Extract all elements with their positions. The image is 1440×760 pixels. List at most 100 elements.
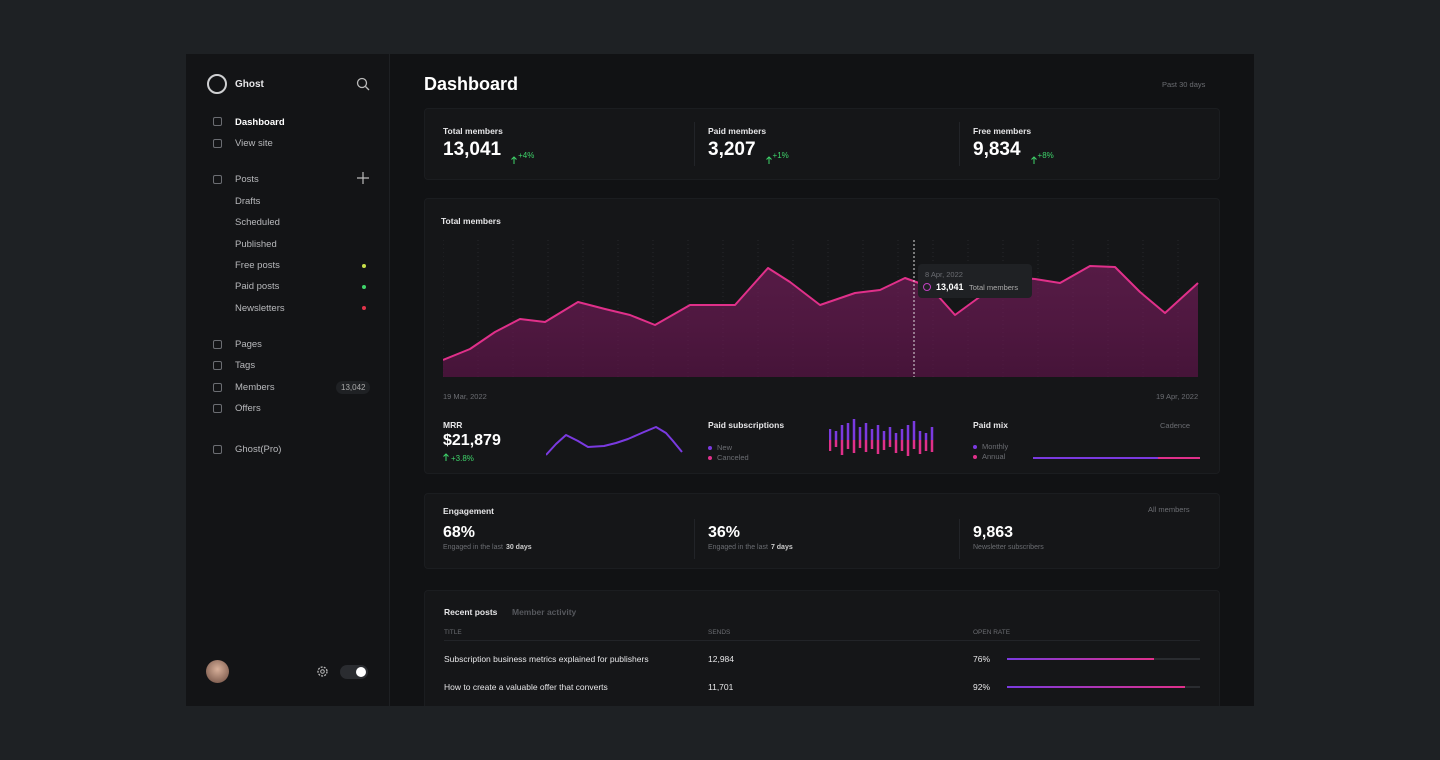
- paid-subs-bars: [829, 419, 934, 456]
- settings-icon[interactable]: [316, 665, 329, 678]
- paid-mix-title: Paid mix: [973, 420, 1008, 430]
- icon: [213, 361, 222, 370]
- cadence-select[interactable]: Cadence: [1160, 421, 1191, 430]
- legend-swatch: [973, 445, 977, 449]
- avatar[interactable]: [206, 660, 229, 683]
- legend-swatch: [973, 455, 977, 459]
- nav-item[interactable]: Members: [235, 382, 275, 393]
- legend-entry: Canceled: [717, 453, 749, 462]
- stat-change: +8%: [1037, 151, 1054, 160]
- stat-change: +4%: [518, 151, 535, 160]
- stat-label: Free members: [973, 126, 1032, 136]
- legend-entry: Annual: [982, 452, 1006, 461]
- mrr-value: $21,879: [443, 432, 501, 449]
- stat-value: 13,041: [443, 139, 502, 160]
- open-rate-bar: [1007, 658, 1154, 660]
- engagement-card: [424, 493, 1220, 569]
- tooltip-date: 8 Apr, 2022: [925, 270, 963, 279]
- mrr-sparkline: [546, 426, 683, 456]
- engagement-title: Engagement: [443, 506, 495, 516]
- up-arrow: [765, 151, 772, 164]
- engagement-note: Newsletter subscribers: [973, 544, 1044, 551]
- stat-label: Total members: [443, 126, 503, 136]
- tooltip: [918, 264, 1032, 298]
- icon: [213, 117, 222, 126]
- x-end-label: 19 Apr, 2022: [1156, 392, 1199, 401]
- members-select[interactable]: All members: [1148, 505, 1190, 514]
- engagement-value: 9,863: [973, 524, 1014, 541]
- area: [443, 266, 1198, 377]
- icon: [213, 445, 222, 454]
- engagement-emph: 30 days: [505, 544, 532, 551]
- column-header: OPEN RATE: [973, 629, 1011, 636]
- status-dot: [362, 264, 366, 268]
- column-header: SENDS: [708, 629, 731, 636]
- icon: [213, 383, 222, 392]
- icon: [213, 175, 222, 184]
- engagement-value: 68%: [443, 524, 476, 541]
- nav-item[interactable]: Newsletters: [235, 303, 285, 314]
- members-chart: [443, 240, 1199, 377]
- nav-item[interactable]: Posts: [235, 174, 259, 185]
- mrr-label: MRR: [443, 420, 463, 430]
- x-start-label: 19 Mar, 2022: [443, 392, 487, 401]
- nav-item[interactable]: View site: [235, 138, 273, 149]
- open-rate: 92%: [973, 682, 991, 692]
- divider: [444, 640, 1200, 641]
- tooltip-marker: [923, 283, 931, 291]
- nav-item[interactable]: Paid posts: [235, 281, 280, 292]
- tooltip-value: 13,041: [936, 282, 964, 292]
- engagement-emph: 7 days: [770, 544, 793, 551]
- nav-item[interactable]: Published: [235, 239, 277, 250]
- engagement-note: Engaged in the last: [708, 544, 768, 551]
- nav-item[interactable]: Offers: [235, 403, 261, 414]
- nav-item[interactable]: Scheduled: [235, 217, 280, 228]
- stat-label: Paid members: [708, 126, 767, 136]
- status-dot: [362, 285, 366, 289]
- nav-item[interactable]: Free posts: [235, 260, 280, 271]
- brand: Ghost: [235, 79, 264, 90]
- nav-item[interactable]: Drafts: [235, 196, 261, 207]
- post-title[interactable]: Subscription business metrics explained …: [444, 654, 649, 664]
- open-rate-bar: [1007, 686, 1185, 688]
- stat-value: 9,834: [973, 139, 1021, 160]
- nav-item[interactable]: Ghost(Pro): [235, 444, 282, 455]
- post-title[interactable]: How to create a valuable offer that conv…: [444, 682, 608, 692]
- status-dot: [362, 306, 366, 310]
- up-arrow: [511, 151, 517, 164]
- stats-card: [424, 108, 1220, 180]
- paid-mix-bar: [1033, 457, 1200, 459]
- open-rate: 76%: [973, 654, 991, 664]
- up-arrow: [443, 453, 449, 461]
- range-select[interactable]: Past 30 days: [1162, 80, 1206, 89]
- stat-change: +1%: [772, 151, 789, 160]
- engagement-value: 36%: [708, 524, 741, 541]
- post-sends: 11,701: [708, 682, 734, 692]
- members-count: 13,042: [336, 381, 371, 394]
- theme-toggle[interactable]: [340, 665, 368, 679]
- legend-swatch: [708, 456, 712, 460]
- engagement-note: Engaged in the last: [443, 544, 503, 551]
- logo: [207, 74, 227, 94]
- icon: [213, 404, 222, 413]
- divider: [694, 519, 695, 559]
- nav-item[interactable]: Dashboard: [235, 117, 285, 128]
- icon: [213, 139, 222, 148]
- add-post[interactable]: [357, 172, 369, 184]
- app-window: Ghost Dashboard View site Posts Drafts S…: [186, 54, 1254, 706]
- legend-swatch: [708, 446, 712, 450]
- tab[interactable]: Recent posts: [444, 607, 498, 617]
- tab[interactable]: Member activity: [512, 607, 577, 617]
- sidebar: Ghost Dashboard View site Posts Drafts S…: [186, 54, 390, 706]
- mrr-change: +3.8%: [451, 454, 474, 463]
- divider: [959, 122, 960, 166]
- search-icon[interactable]: [356, 77, 370, 91]
- divider: [959, 519, 960, 559]
- line: [443, 265, 1199, 361]
- icon: [213, 340, 222, 349]
- nav-item[interactable]: Tags: [235, 360, 256, 371]
- paid-subs-title: Paid subscriptions: [708, 420, 785, 430]
- tooltip-label: Total members: [969, 283, 1019, 292]
- nav-item[interactable]: Pages: [235, 339, 262, 350]
